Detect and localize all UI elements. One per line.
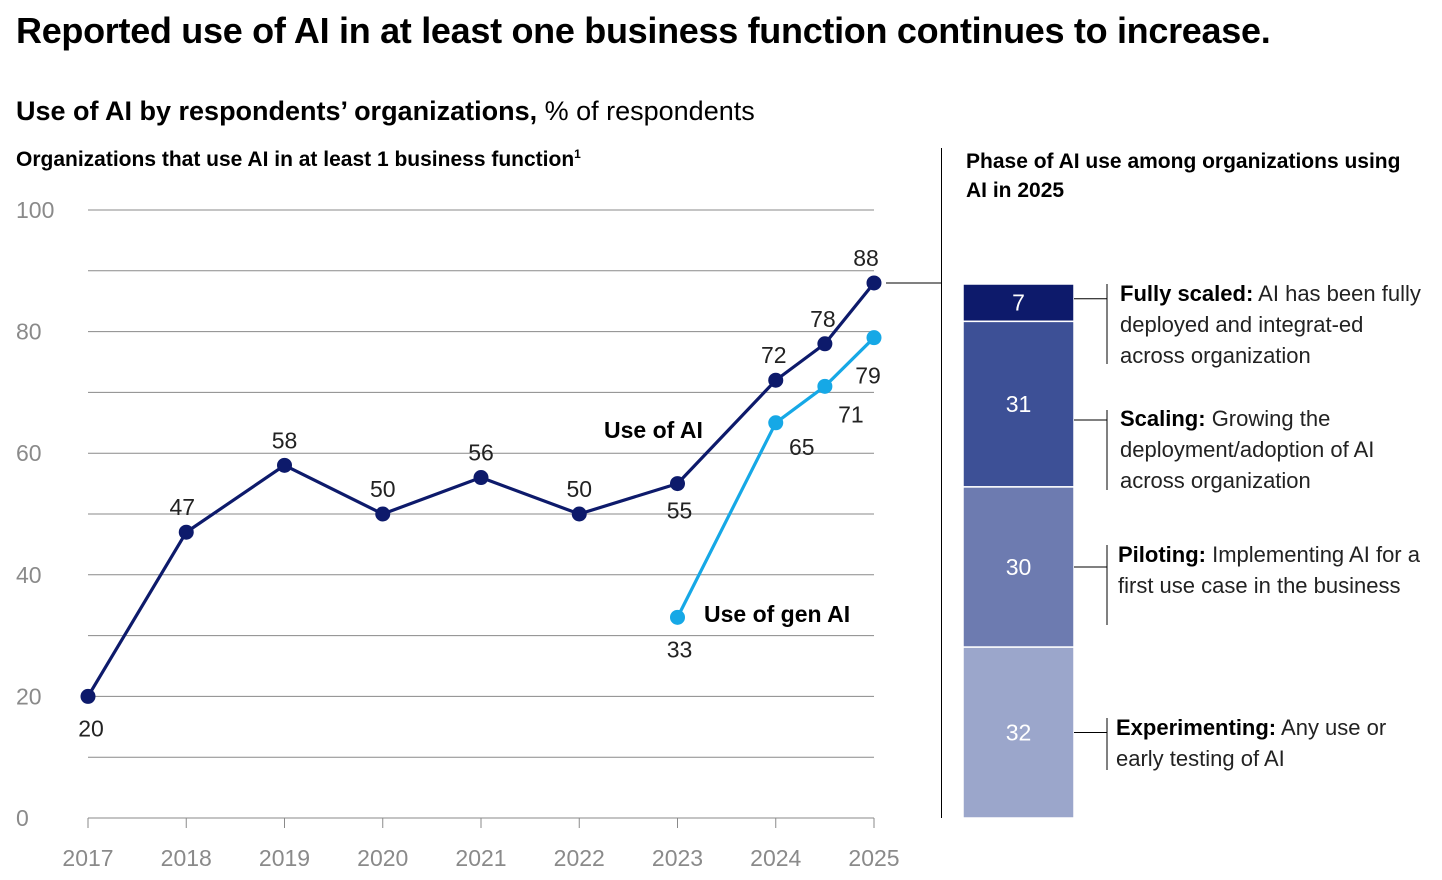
x-tick-label: 2020 — [357, 845, 408, 871]
data-point — [670, 476, 685, 492]
subtitle-unit: % of respondents — [537, 96, 755, 126]
chart-subtitle: Use of AI by respondents’ organizations,… — [16, 96, 755, 127]
series-line — [86, 281, 876, 698]
x-tick-label: 2024 — [750, 845, 801, 871]
segment-value-label: 32 — [1006, 720, 1032, 746]
data-label: 50 — [370, 476, 396, 502]
data-point — [768, 415, 784, 431]
data-label: 72 — [761, 342, 787, 368]
x-tick-label: 2019 — [259, 845, 310, 871]
y-tick-label: 60 — [16, 440, 42, 466]
data-label: 47 — [169, 494, 195, 520]
data-point — [375, 506, 391, 522]
data-label: 58 — [272, 427, 298, 453]
legend-scaling: Scaling: Growing the deployment/adoption… — [1120, 403, 1430, 496]
data-point — [866, 330, 882, 346]
data-label: 20 — [78, 715, 104, 741]
segment-value-label: 31 — [1006, 391, 1032, 417]
bar-chart-title: Phase of AI use among organizations usin… — [966, 150, 1401, 202]
y-tick-label: 0 — [16, 805, 29, 831]
series-line — [676, 336, 876, 619]
x-tick-label: 2022 — [554, 845, 605, 871]
y-tick-label: 80 — [16, 319, 42, 345]
x-tick-label: 2017 — [62, 845, 113, 871]
data-label: 88 — [853, 245, 879, 271]
data-point — [670, 609, 685, 625]
data-point — [817, 378, 833, 394]
legend-experimenting-desc: Any use or early testing of AI — [1116, 715, 1387, 771]
data-point — [80, 688, 96, 704]
series-lines — [80, 275, 941, 704]
data-point — [277, 457, 292, 473]
y-tick-label: 100 — [16, 197, 54, 223]
legend-scaling-desc: Growing the deployment/adoption of AI ac… — [1120, 406, 1375, 493]
legend-fully-scaled-desc: AI has been fully deployed and integrat-… — [1120, 281, 1421, 368]
data-label: 65 — [789, 434, 815, 460]
stacked-segment — [962, 646, 1075, 819]
chart-title: Reported use of AI in at least one busin… — [16, 10, 1271, 51]
data-point — [178, 524, 194, 540]
x-tick-label: 2018 — [161, 845, 212, 871]
stacked-segment — [962, 320, 1075, 488]
x-tick-label: 2025 — [848, 845, 899, 871]
legend-piloting: Piloting: Implementing AI for a first us… — [1118, 539, 1428, 601]
y-tick-label: 40 — [16, 562, 42, 588]
data-labels: 20 47 58 50 56 50 55 72 78 88 33 65 71 79 — [78, 245, 881, 741]
x-tick-label: 2021 — [455, 845, 506, 871]
segment-value-label: 7 — [1012, 290, 1025, 316]
line-chart-title: Organizations that use AI in at least 1 … — [16, 147, 581, 172]
segment-value-label: 30 — [1006, 554, 1032, 580]
legend-fully-scaled-name: Fully scaled: — [1120, 281, 1254, 306]
stacked-bar: 7 31 30 32 — [962, 283, 1108, 819]
y-tick-label: 20 — [16, 683, 42, 709]
data-point — [571, 506, 587, 522]
legend-scaling-name: Scaling: — [1120, 406, 1206, 431]
stacked-segment — [962, 283, 1075, 323]
data-point — [817, 336, 833, 352]
axes: 0 20 40 60 80 100 2017 2018 2019 2020 2021 2022 2023… — [16, 197, 900, 871]
legend-piloting-name: Piloting: — [1118, 542, 1206, 567]
legend-experimenting-name: Experimenting: — [1116, 715, 1277, 740]
series-label-use-of-ai: Use of AI — [604, 417, 703, 443]
data-point — [866, 275, 882, 291]
footnote-marker: 1 — [574, 147, 581, 161]
legend-experimenting: Experimenting: Any use or early testing … — [1116, 712, 1426, 774]
data-label: 78 — [810, 306, 836, 332]
legend-fully-scaled: Fully scaled: AI has been fully deployed… — [1120, 278, 1430, 371]
data-point — [473, 470, 489, 486]
legend-piloting-desc: Implementing AI for a first use case in … — [1118, 542, 1420, 598]
data-label: 56 — [468, 440, 494, 466]
panel-divider — [941, 148, 942, 818]
data-label: 50 — [566, 476, 592, 502]
x-tick-label: 2023 — [652, 845, 703, 871]
line-chart-title-text: Organizations that use AI in at least 1 … — [16, 148, 575, 171]
series-label-use-of-gen-ai: Use of gen AI — [704, 601, 850, 627]
subtitle-bold: Use of AI by respondents’ organizations, — [16, 96, 538, 126]
data-label: 55 — [667, 498, 693, 524]
data-label: 79 — [855, 363, 881, 389]
data-label: 33 — [667, 636, 693, 662]
data-point — [768, 372, 784, 388]
data-label: 71 — [838, 401, 864, 427]
gridlines — [88, 209, 874, 758]
